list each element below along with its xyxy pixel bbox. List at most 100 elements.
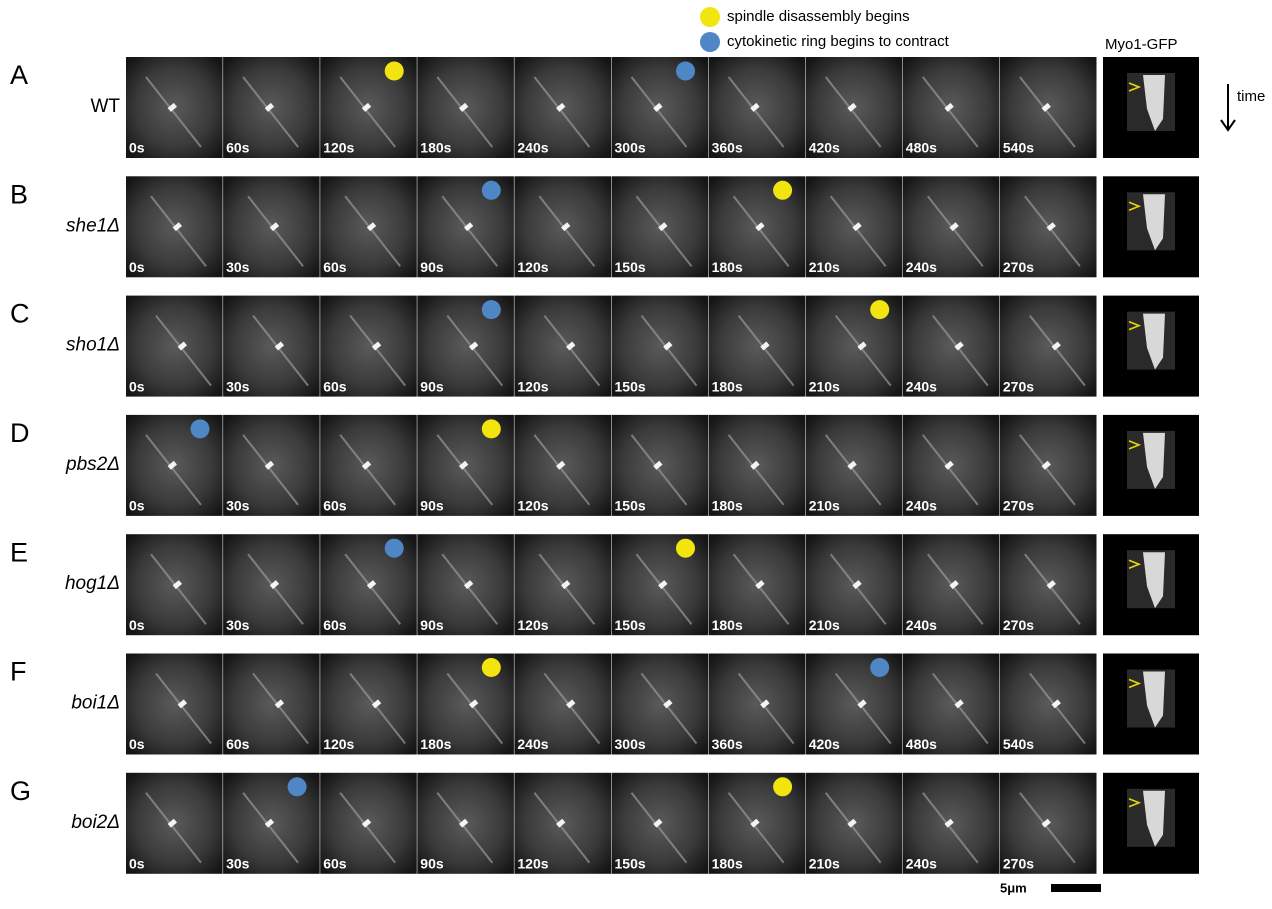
event-marker: [676, 62, 695, 81]
time-label: 210s: [809, 498, 840, 514]
time-label: 120s: [323, 140, 354, 156]
time-label: time: [1237, 88, 1265, 105]
time-label: 60s: [323, 856, 347, 872]
time-label: 150s: [615, 498, 646, 514]
time-label: 270s: [1003, 617, 1034, 633]
time-label: 180s: [712, 259, 743, 275]
time-label: 90s: [420, 617, 444, 633]
time-label: 90s: [420, 856, 444, 872]
strain-label: WT: [90, 96, 120, 117]
time-label: 90s: [420, 259, 444, 275]
time-label: 180s: [420, 140, 451, 156]
time-label: 0s: [129, 617, 145, 633]
time-label: 150s: [615, 617, 646, 633]
time-label: 270s: [1003, 378, 1034, 394]
time-label: 30s: [226, 378, 250, 394]
figure: Myo1-GFP time 5μm spindle disassembly be…: [0, 0, 1272, 909]
event-marker: [288, 777, 307, 796]
time-label: 300s: [615, 736, 646, 752]
time-label: 480s: [906, 140, 937, 156]
legend-label: spindle disassembly begins: [727, 8, 910, 25]
strain-label: she1Δ: [66, 215, 120, 236]
legend-label: cytokinetic ring begins to contract: [727, 33, 950, 50]
time-label: 540s: [1003, 140, 1034, 156]
time-label: 60s: [323, 498, 347, 514]
time-label: 240s: [517, 140, 548, 156]
time-label: 90s: [420, 498, 444, 514]
time-label: 0s: [129, 259, 145, 275]
time-label: 120s: [517, 498, 548, 514]
strain-label: boi2Δ: [71, 812, 120, 833]
time-label: 180s: [712, 856, 743, 872]
time-label: 300s: [615, 140, 646, 156]
event-marker: [870, 300, 889, 319]
panel-letter: A: [10, 60, 28, 90]
panel-letter: B: [10, 179, 28, 209]
event-marker: [482, 300, 501, 319]
strain-label: sho1Δ: [66, 335, 120, 356]
time-label: 210s: [809, 259, 840, 275]
time-label: 240s: [906, 259, 937, 275]
time-label: 120s: [517, 617, 548, 633]
time-label: 30s: [226, 498, 250, 514]
time-label: 30s: [226, 259, 250, 275]
event-marker: [482, 658, 501, 677]
kymograph-title: Myo1-GFP: [1105, 36, 1178, 53]
scale-bar-label: 5μm: [1000, 880, 1027, 895]
strain-label: hog1Δ: [65, 573, 120, 594]
time-label: 180s: [712, 498, 743, 514]
event-marker: [870, 658, 889, 677]
panel-letter: E: [10, 537, 28, 567]
time-label: 120s: [517, 259, 548, 275]
panel-letter: G: [10, 776, 31, 806]
panel-letter: C: [10, 299, 30, 329]
time-label: 420s: [809, 140, 840, 156]
time-label: 150s: [615, 378, 646, 394]
time-label: 210s: [809, 378, 840, 394]
time-label: 360s: [712, 140, 743, 156]
time-label: 0s: [129, 856, 145, 872]
time-label: 150s: [615, 259, 646, 275]
time-label: 240s: [517, 736, 548, 752]
strain-label: pbs2Δ: [65, 454, 120, 475]
legend-dot: [700, 32, 720, 52]
event-marker: [773, 181, 792, 200]
time-label: 120s: [517, 378, 548, 394]
time-label: 30s: [226, 617, 250, 633]
time-label: 0s: [129, 378, 145, 394]
legend-dot: [700, 7, 720, 27]
time-label: 480s: [906, 736, 937, 752]
time-label: 30s: [226, 856, 250, 872]
time-label: 0s: [129, 736, 145, 752]
time-label: 120s: [517, 856, 548, 872]
time-label: 240s: [906, 498, 937, 514]
time-label: 240s: [906, 617, 937, 633]
time-label: 60s: [226, 736, 250, 752]
time-label: 90s: [420, 378, 444, 394]
time-label: 120s: [323, 736, 354, 752]
time-label: 0s: [129, 498, 145, 514]
time-label: 150s: [615, 856, 646, 872]
event-marker: [385, 62, 404, 81]
strain-label: boi1Δ: [71, 693, 120, 714]
time-label: 60s: [323, 617, 347, 633]
time-label: 540s: [1003, 736, 1034, 752]
time-label: 240s: [906, 378, 937, 394]
event-marker: [191, 419, 210, 438]
time-label: 270s: [1003, 498, 1034, 514]
time-label: 360s: [712, 736, 743, 752]
time-label: 420s: [809, 736, 840, 752]
time-label: 180s: [712, 617, 743, 633]
time-label: 270s: [1003, 856, 1034, 872]
time-label: 0s: [129, 140, 145, 156]
time-label: 180s: [420, 736, 451, 752]
time-label: 60s: [323, 378, 347, 394]
event-marker: [482, 419, 501, 438]
time-label: 210s: [809, 856, 840, 872]
event-marker: [482, 181, 501, 200]
time-label: 60s: [226, 140, 250, 156]
panel-letter: D: [10, 418, 30, 448]
event-marker: [773, 777, 792, 796]
time-label: 180s: [712, 378, 743, 394]
time-label: 60s: [323, 259, 347, 275]
